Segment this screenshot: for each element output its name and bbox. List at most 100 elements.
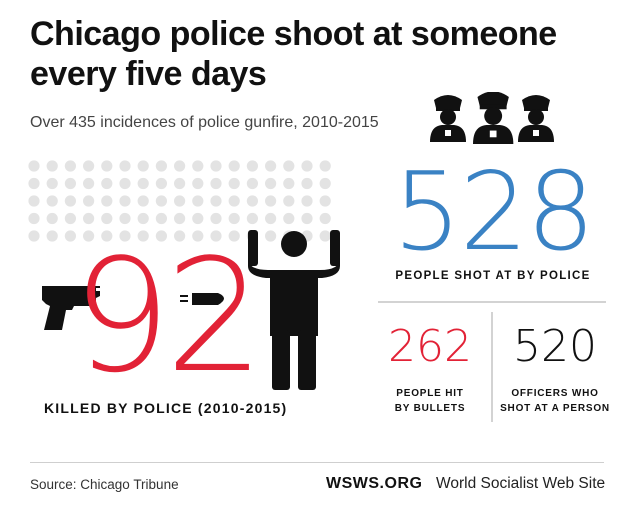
stat-262-label-line: BY BULLETS	[394, 403, 466, 414]
grid-dot	[64, 177, 76, 190]
grid-dot	[319, 195, 331, 207]
stat-520-label-line: OFFICERS WHO	[511, 388, 599, 399]
grid-dot	[119, 195, 131, 207]
grid-dot	[155, 160, 167, 172]
grid-dot	[155, 212, 167, 225]
police-officer-icon	[473, 92, 514, 144]
footer-divider	[30, 462, 604, 463]
grid-dot	[46, 160, 58, 172]
grid-dot	[137, 160, 149, 172]
grid-dot	[28, 212, 40, 225]
stat-92-label: KILLED BY POLICE (2010-2015)	[44, 400, 288, 416]
grid-dot	[174, 230, 186, 242]
grid-dot	[155, 195, 167, 207]
grid-dot	[283, 160, 295, 172]
police-icon-group	[430, 92, 554, 144]
stat-262-value: 262	[388, 321, 472, 372]
grid-dot	[192, 195, 204, 207]
grid-dot	[246, 177, 258, 190]
grid-dot	[137, 212, 149, 225]
grid-dot	[265, 212, 277, 225]
grid-dot	[83, 212, 95, 225]
grid-dot	[192, 212, 204, 225]
grid-dot	[319, 177, 331, 190]
grid-dot	[28, 160, 40, 172]
grid-dot	[228, 212, 240, 225]
grid-dot	[137, 177, 149, 190]
grid-dot	[119, 160, 131, 172]
stat-520-label: OFFICERS WHO SHOT AT A PERSON	[500, 386, 610, 416]
grid-dot	[301, 195, 313, 207]
grid-dot	[83, 230, 95, 242]
grid-dot	[137, 195, 149, 207]
grid-dot	[283, 195, 295, 207]
grid-dot	[246, 212, 258, 225]
grid-dot	[101, 177, 113, 190]
grid-dot	[228, 195, 240, 207]
grid-dot	[101, 160, 113, 172]
stat-528-value: 528	[392, 150, 595, 275]
grid-dot	[83, 195, 95, 207]
grid-dot	[192, 230, 204, 242]
grid-dot	[283, 177, 295, 190]
grid-dot	[174, 195, 186, 207]
stat-528-label: PEOPLE SHOT AT BY POLICE	[395, 270, 591, 282]
grid-dot	[210, 230, 222, 242]
grid-dot	[28, 195, 40, 207]
grid-dot	[64, 212, 76, 225]
grid-dot	[192, 160, 204, 172]
grid-dot	[228, 160, 240, 172]
divider-horizontal	[378, 301, 606, 303]
grid-dot	[174, 212, 186, 225]
grid-dot	[64, 195, 76, 207]
source-credit: Source: Chicago Tribune	[30, 477, 179, 492]
grid-dot	[210, 177, 222, 190]
grid-dot	[64, 230, 76, 242]
grid-dot	[210, 212, 222, 225]
grid-dot	[46, 212, 58, 225]
grid-dot	[265, 230, 277, 242]
stat-520-value: 520	[513, 321, 597, 372]
grid-dot	[101, 212, 113, 225]
grid-dot	[137, 230, 149, 242]
grid-dot	[174, 160, 186, 172]
grid-dot	[101, 230, 113, 242]
grid-dot	[319, 160, 331, 172]
grid-dot	[301, 177, 313, 190]
grid-dot	[46, 230, 58, 242]
stat-520-label-line: SHOT AT A PERSON	[500, 403, 610, 414]
stat-92-value: 92	[72, 230, 259, 390]
grid-dot	[155, 177, 167, 190]
bullet-icon	[180, 293, 224, 305]
grid-dot	[265, 160, 277, 172]
page-title: Chicago police shoot at someone every fi…	[30, 15, 557, 93]
grid-dot	[283, 212, 295, 225]
grid-dot	[83, 160, 95, 172]
grid-dot	[301, 212, 313, 225]
grid-dot	[246, 195, 258, 207]
person-hands-up-icon	[248, 230, 340, 390]
divider-vertical	[491, 312, 493, 422]
grid-dot	[228, 230, 240, 242]
brand-logo-text: WSWS.ORG	[326, 475, 423, 492]
grid-dot	[246, 160, 258, 172]
stat-262-label-line: PEOPLE HIT	[396, 388, 464, 399]
grid-dot	[46, 177, 58, 190]
grid-dot	[174, 177, 186, 190]
killed-graphic: 92	[42, 230, 340, 390]
grid-dot	[228, 177, 240, 190]
grid-dot	[301, 160, 313, 172]
site-name: World Socialist Web Site	[436, 475, 606, 492]
grid-dot	[265, 195, 277, 207]
subtitle: Over 435 incidences of police gunfire, 2…	[30, 114, 379, 131]
grid-dot	[119, 230, 131, 242]
grid-dot	[155, 230, 167, 242]
grid-dot	[210, 160, 222, 172]
grid-dot	[319, 230, 331, 242]
grid-dot	[101, 195, 113, 207]
police-officer-icon	[430, 95, 466, 142]
police-officer-icon	[518, 95, 554, 142]
grid-dot	[64, 160, 76, 172]
grid-dot	[119, 177, 131, 190]
grid-dot	[210, 195, 222, 207]
